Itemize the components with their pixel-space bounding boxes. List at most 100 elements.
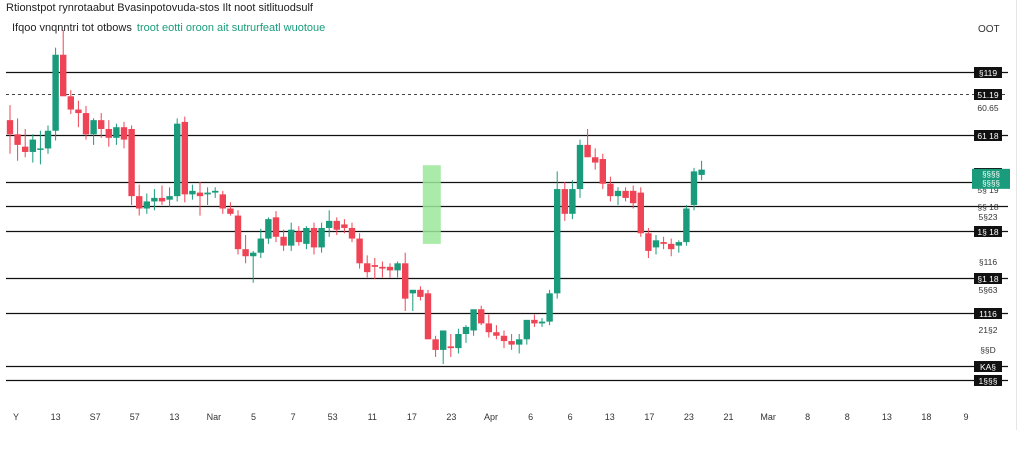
candle-up[interactable] [174, 123, 181, 197]
candle-down[interactable] [402, 263, 409, 299]
candle-down[interactable] [280, 236, 287, 246]
price-label-box [974, 89, 1002, 100]
candle-up[interactable] [409, 289, 416, 294]
candle-down[interactable] [645, 233, 652, 251]
candle-down[interactable] [417, 289, 424, 297]
candle-down[interactable] [75, 109, 82, 114]
candle-up[interactable] [546, 293, 553, 322]
candle-down[interactable] [364, 263, 371, 273]
candle-down[interactable] [234, 215, 242, 250]
candle-up[interactable] [675, 242, 682, 246]
candle-down[interactable] [630, 190, 637, 204]
candle-up[interactable] [523, 319, 530, 340]
candle-up[interactable] [303, 227, 310, 244]
candle-down[interactable] [622, 190, 629, 198]
candle-up[interactable] [576, 144, 584, 190]
candle-down[interactable] [447, 346, 454, 349]
candle-down[interactable] [478, 309, 485, 324]
candle-down[interactable] [424, 293, 432, 340]
candle-down[interactable] [22, 146, 29, 152]
candle-down[interactable] [310, 227, 318, 248]
candle-down[interactable] [272, 217, 280, 237]
candle-up[interactable] [538, 321, 546, 324]
candle-down[interactable] [341, 224, 348, 228]
candle-up[interactable] [250, 252, 257, 257]
candle-down[interactable] [67, 96, 74, 110]
candle-down[interactable] [531, 319, 538, 324]
x-tick-label: Apr [484, 412, 498, 422]
candle-up[interactable] [652, 240, 660, 248]
candle-down[interactable] [82, 113, 90, 135]
candle-up[interactable] [204, 192, 211, 195]
candle-down[interactable] [371, 265, 378, 267]
candle-up[interactable] [440, 330, 447, 350]
candle-down[interactable] [242, 249, 249, 257]
candle-down[interactable] [120, 127, 128, 140]
candle-down[interactable] [660, 242, 667, 244]
candle-down[interactable] [500, 335, 508, 342]
candle-down[interactable] [561, 189, 568, 214]
candle-up[interactable] [462, 326, 470, 334]
candle-up[interactable] [212, 190, 219, 193]
candle-up[interactable] [614, 190, 622, 197]
candle-down[interactable] [295, 231, 302, 243]
candle-down[interactable] [485, 323, 492, 333]
candle-up[interactable] [143, 201, 150, 209]
candle-up[interactable] [29, 139, 36, 152]
candle-down[interactable] [493, 332, 500, 336]
candle-down[interactable] [356, 238, 363, 264]
candle-down[interactable] [14, 134, 21, 145]
candle-down[interactable] [668, 243, 675, 250]
candle-up[interactable] [113, 127, 120, 138]
candle-down[interactable] [508, 341, 515, 345]
candle-down[interactable] [637, 192, 644, 234]
candle-down[interactable] [584, 144, 591, 158]
candle-down[interactable] [607, 183, 614, 197]
candle-down[interactable] [105, 128, 112, 138]
candle-up[interactable] [90, 120, 97, 135]
candle-up[interactable] [516, 339, 523, 345]
candle-up[interactable] [683, 208, 690, 243]
x-tick-label: 17 [644, 412, 654, 422]
candle-up[interactable] [44, 130, 52, 149]
highlight-zone [422, 165, 441, 244]
candle-up[interactable] [257, 238, 264, 253]
candle-up[interactable] [455, 334, 462, 349]
candle-down[interactable] [6, 120, 14, 135]
x-tick-label: Mar [760, 412, 776, 422]
x-tick-label: 6 [528, 412, 533, 422]
candle-up[interactable] [52, 54, 59, 131]
candle-down[interactable] [227, 208, 234, 214]
candle-down[interactable] [158, 197, 166, 202]
candle-up[interactable] [265, 219, 272, 239]
candle-up[interactable] [690, 171, 698, 205]
candle-up[interactable] [288, 229, 295, 246]
candle-up[interactable] [554, 189, 561, 294]
candle-up[interactable] [326, 220, 333, 228]
x-tick-label: 8 [845, 412, 850, 422]
candle-down[interactable] [181, 121, 188, 195]
candle-down[interactable] [432, 339, 439, 350]
candle-up[interactable] [151, 197, 158, 202]
candle-down[interactable] [386, 266, 394, 271]
candle-up[interactable] [166, 196, 173, 200]
candle-up[interactable] [189, 190, 196, 195]
candle-up[interactable] [698, 169, 705, 175]
candle-down[interactable] [98, 120, 105, 129]
candle-down[interactable] [136, 196, 143, 209]
candle-down[interactable] [599, 159, 606, 184]
candle-down[interactable] [196, 192, 204, 197]
candle-up[interactable] [470, 309, 477, 331]
candle-down[interactable] [379, 266, 386, 269]
candle-down[interactable] [333, 220, 340, 230]
candle-up[interactable] [569, 189, 576, 214]
candle-down[interactable] [128, 128, 135, 197]
candle-down[interactable] [219, 194, 226, 209]
candle-down[interactable] [592, 157, 599, 163]
candle-up[interactable] [318, 227, 325, 248]
candle-down[interactable] [60, 54, 67, 97]
candle-up[interactable] [394, 263, 401, 271]
candle-up[interactable] [37, 148, 44, 150]
candle-down[interactable] [348, 227, 356, 239]
